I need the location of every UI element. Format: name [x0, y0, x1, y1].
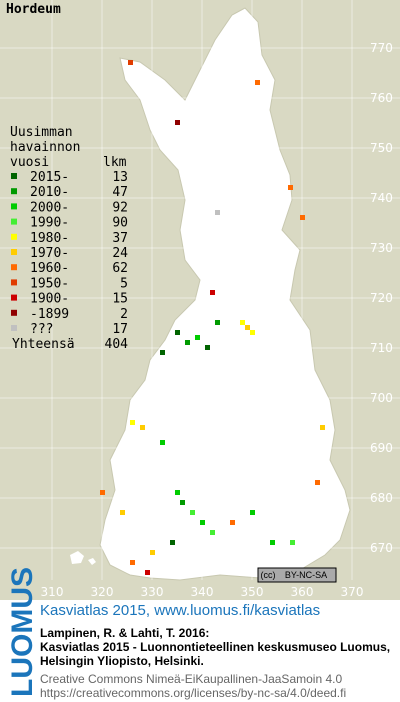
- legend-swatch: [11, 188, 17, 195]
- grid-label: 320: [91, 585, 114, 599]
- legend-swatch: [11, 233, 17, 240]
- legend-heading: Uusimman: [10, 125, 73, 140]
- legend-label: 2010-: [30, 185, 69, 200]
- legend-swatch: [11, 309, 17, 316]
- legend-label: 2015-: [30, 170, 69, 185]
- grid-label: 670: [370, 541, 393, 555]
- legend-total: 404: [105, 337, 129, 352]
- legend-count: 47: [112, 185, 128, 200]
- legend-count: 2: [120, 307, 128, 322]
- legend-label: 1980-: [30, 231, 69, 246]
- legend-label: 1900-: [30, 292, 69, 307]
- grid-label: 680: [370, 491, 393, 505]
- legend-count: 62: [112, 261, 128, 276]
- svg-text:(cc): (cc): [261, 570, 276, 580]
- legend-count: 5: [120, 276, 128, 291]
- license-badge: (cc) BY-NC-SA: [257, 567, 337, 583]
- legend-count: 17: [112, 322, 128, 337]
- link[interactable]: Kasviatlas 2015, www.luomus.fi/kasviatla…: [40, 602, 320, 619]
- grid-label: 730: [370, 241, 393, 255]
- country-outline: [99, 7, 351, 581]
- grid-label: 710: [370, 341, 393, 355]
- citation: Helsingin Yliopisto, Helsinki.: [40, 654, 204, 668]
- brand: LUOMUS: [6, 567, 39, 697]
- legend-swatch: [11, 325, 17, 331]
- legend-swatch: [11, 294, 17, 301]
- legend-label: 1970-: [30, 246, 69, 261]
- species-title: Hordeum: [6, 2, 61, 17]
- legend-count: 13: [112, 170, 128, 185]
- grid-label: 740: [370, 191, 393, 205]
- grid-label: 330: [141, 585, 164, 599]
- grid-label: 700: [370, 391, 393, 405]
- legend-label: -1899: [30, 307, 69, 322]
- citation: Lampinen, R. & Lahti, T. 2016:: [40, 626, 209, 640]
- grid-label: 720: [370, 291, 393, 305]
- citation: Kasviatlas 2015 - Luonnontieteellinen ke…: [40, 640, 390, 654]
- grid-label: 350: [241, 585, 264, 599]
- legend-label: 1960-: [30, 261, 69, 276]
- grid-label: 310: [41, 585, 64, 599]
- legend-heading: vuosi: [10, 155, 49, 170]
- grid-label: 690: [370, 441, 393, 455]
- legend-swatch: [11, 279, 17, 286]
- legend-count: 37: [112, 231, 128, 246]
- legend-heading: havainnon: [10, 140, 80, 155]
- legend-label: ???: [30, 322, 53, 337]
- license-badge-text: BY-NC-SA: [285, 570, 327, 580]
- grid-label: 750: [370, 141, 393, 155]
- legend-count-heading: lkm: [103, 155, 127, 170]
- grid-label: 340: [191, 585, 214, 599]
- observation-squares: [100, 60, 325, 575]
- grid-label: 760: [370, 91, 393, 105]
- legend-count: 15: [112, 292, 128, 307]
- legend-swatch: [11, 218, 17, 225]
- grid-label: 360: [291, 585, 314, 599]
- legend-total-label: Yhteensä: [12, 337, 75, 352]
- legend-swatch: [11, 173, 17, 179]
- footer-background: [0, 600, 400, 702]
- legend-swatch: [11, 264, 17, 271]
- license-url[interactable]: https://creativecommons.org/licenses/by-…: [40, 686, 346, 700]
- islands: [70, 551, 96, 565]
- legend-label: 2000-: [30, 200, 69, 215]
- legend-swatch: [11, 249, 17, 255]
- license-text: Creative Commons Nimeä-EiKaupallinen-Jaa…: [40, 672, 342, 686]
- legend-count: 90: [112, 216, 128, 231]
- legend-label: 1990-: [30, 216, 69, 231]
- legend-swatch: [11, 203, 17, 210]
- grid: 770 760 750 740 730 720 710 700 690 680 670 310 320 3…: [0, 0, 400, 599]
- legend-label: 1950-: [30, 276, 69, 291]
- grid-label: 370: [341, 585, 364, 599]
- legend-count: 24: [112, 246, 128, 261]
- grid-label: 770: [370, 41, 393, 55]
- legend-count: 92: [112, 200, 128, 215]
